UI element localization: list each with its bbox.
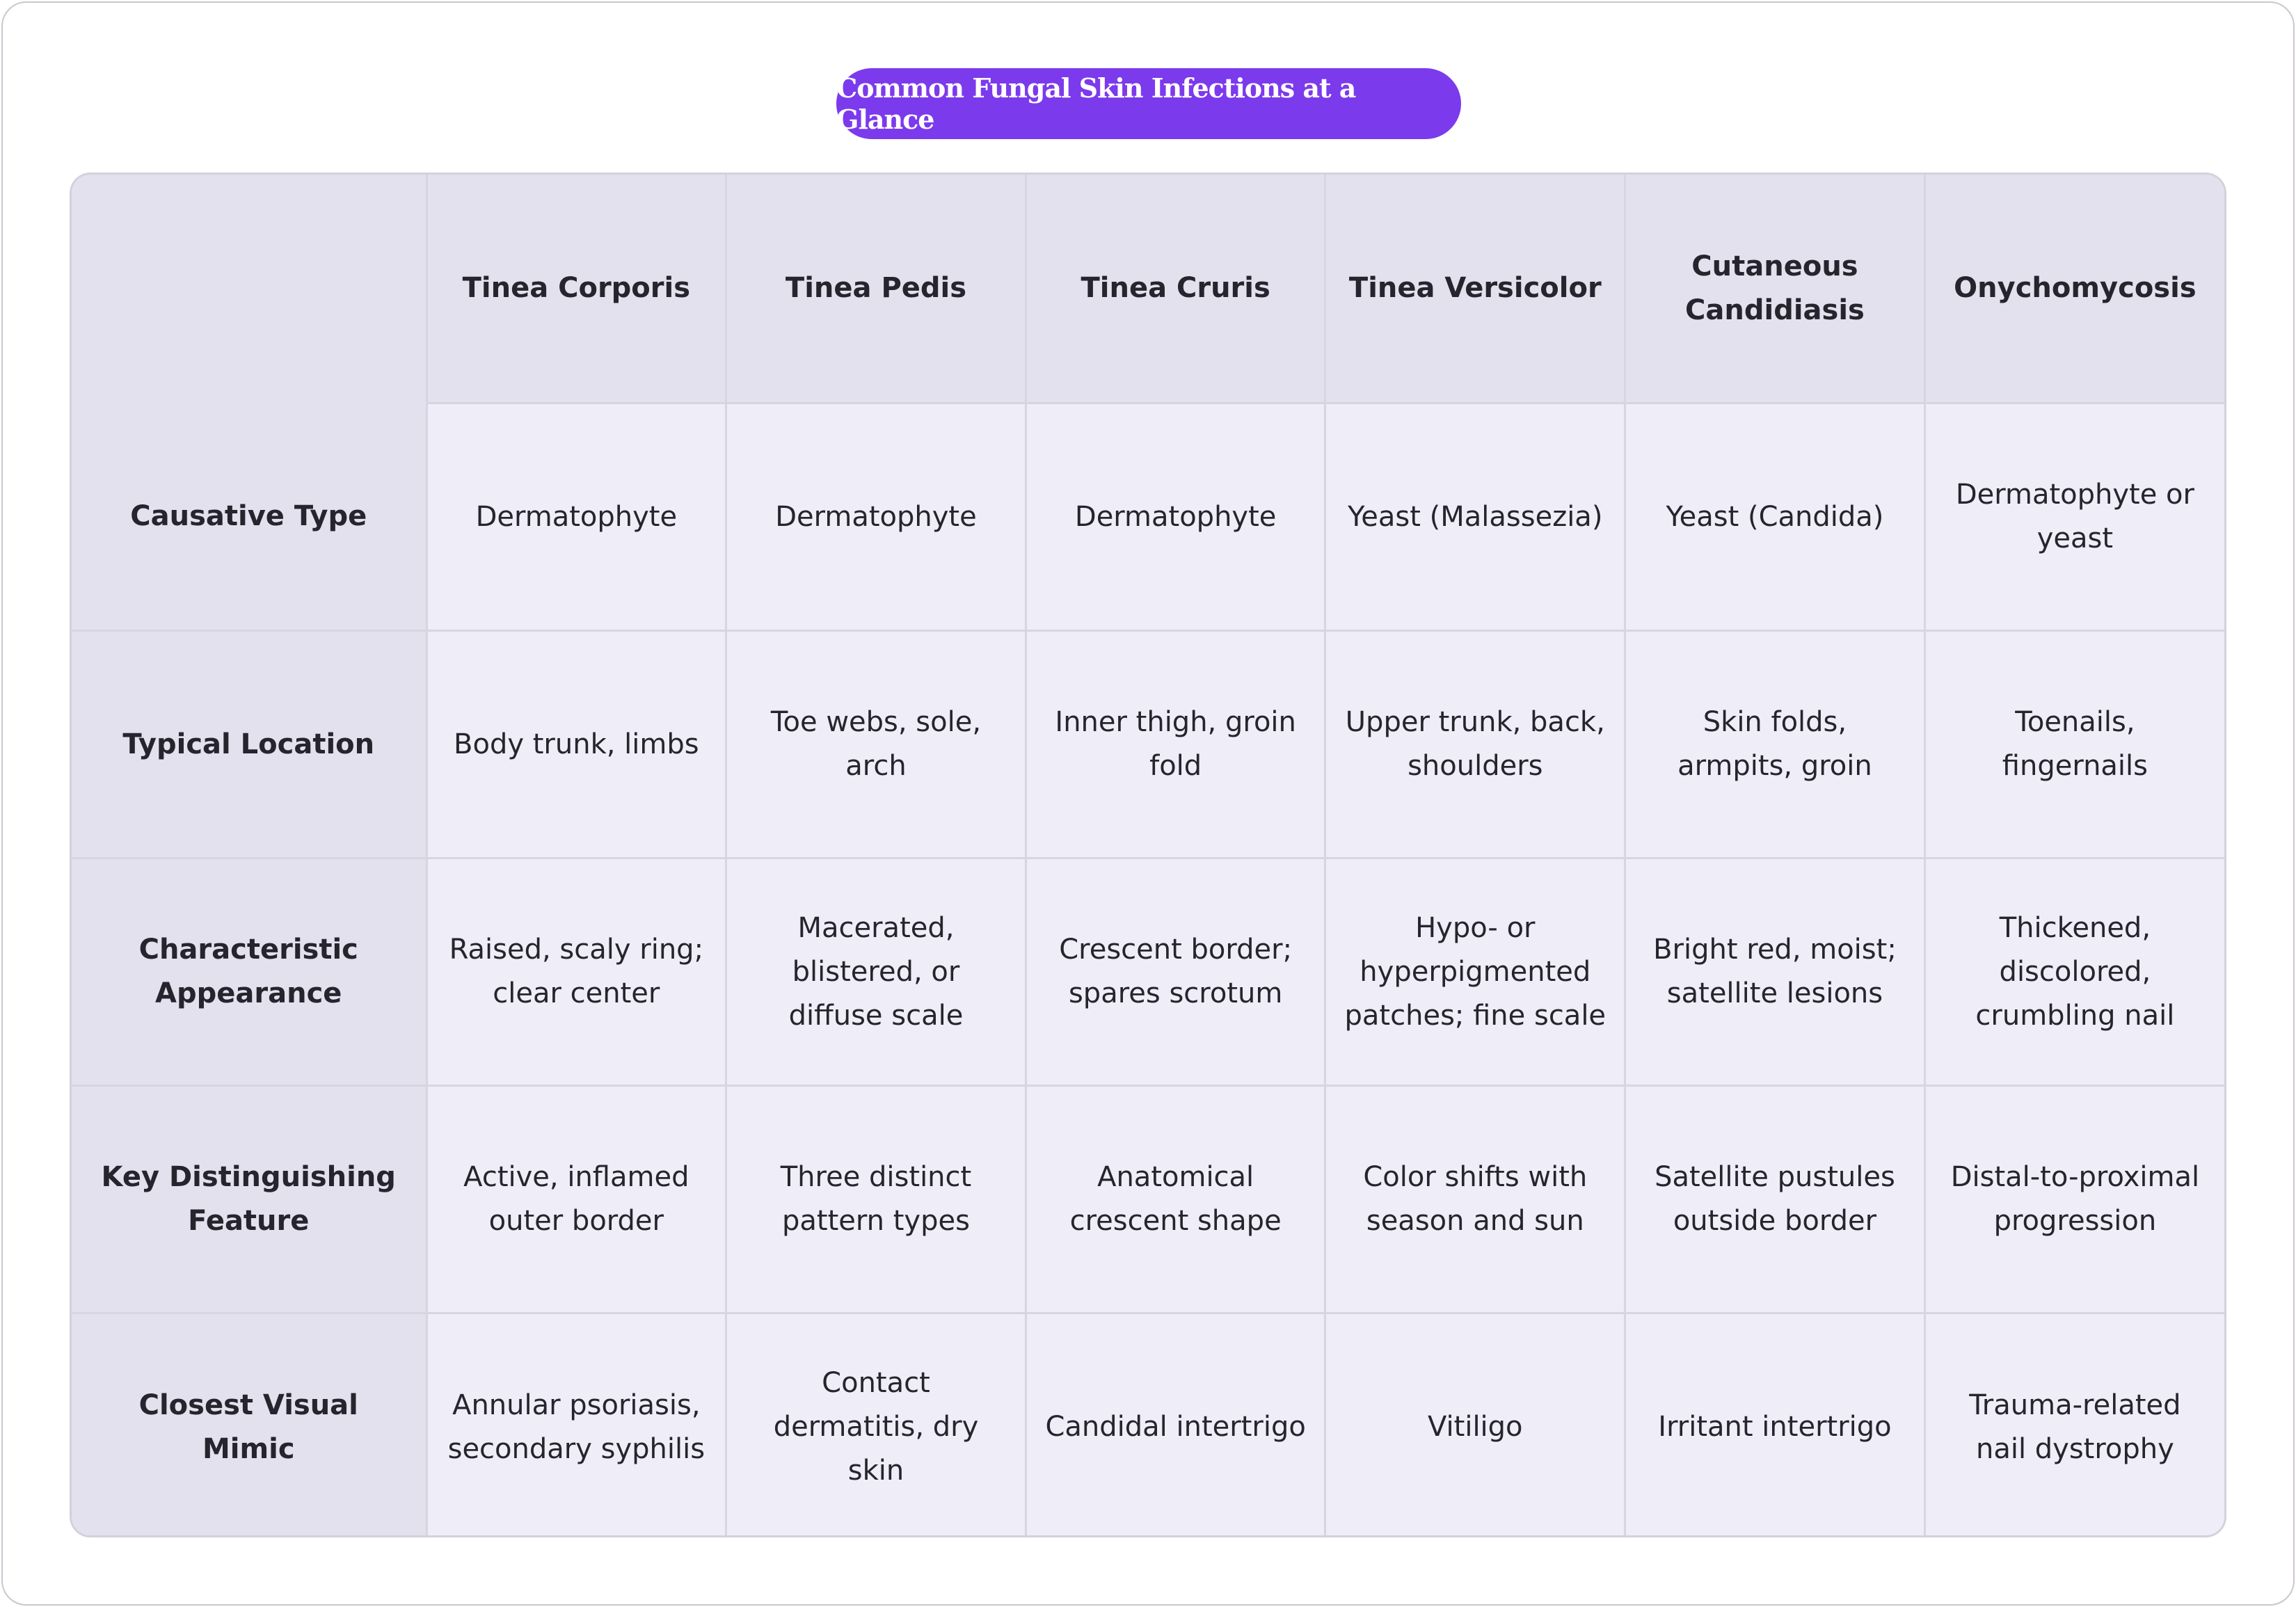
table-row: Typical Location Body trunk, limbs Toe w… (72, 630, 2224, 859)
corner-cell (72, 175, 428, 403)
table-cell: Hypo- or hyperpigmented patches; fine sc… (1324, 857, 1627, 1087)
table-cell: Dermatophyte or yeast (1923, 402, 2224, 632)
table-header-row: Tinea Corporis Tinea Pedis Tinea Cruris … (72, 175, 2224, 403)
table-cell: Vitiligo (1324, 1312, 1627, 1535)
table-cell: Raised, scaly ring; clear center (425, 857, 728, 1087)
table-cell: Body trunk, limbs (425, 630, 728, 859)
table-row: Closest Visual Mimic Annular psoriasis, … (72, 1312, 2224, 1535)
table-cell: Satellite pustules outside border (1624, 1085, 1926, 1314)
table-cell: Color shifts with season and sun (1324, 1085, 1627, 1314)
table-cell: Upper trunk, back, shoulders (1324, 630, 1627, 859)
row-header: Causative Type (72, 403, 428, 632)
page-title: Common Fungal Skin Infections at a Glanc… (836, 68, 1461, 139)
table-cell: Dermatophyte (1024, 402, 1327, 632)
table-row: Causative Type Dermatophyte Dermatophyte… (72, 402, 2224, 632)
table-cell: Bright red, moist; satellite lesions (1624, 857, 1926, 1087)
comparison-table: Tinea Corporis Tinea Pedis Tinea Cruris … (70, 173, 2226, 1537)
table-cell: Trauma-related nail dystrophy (1923, 1312, 2224, 1535)
row-header: Typical Location (72, 630, 428, 859)
column-header: Cutaneous Candidiasis (1624, 175, 1926, 403)
row-header: Closest Visual Mimic (72, 1312, 428, 1535)
table-cell: Contact dermatitis, dry skin (725, 1312, 1027, 1535)
table-cell: Macerated, blistered, or diffuse scale (725, 857, 1027, 1087)
column-header: Tinea Pedis (725, 175, 1027, 403)
table-cell: Crescent border; spares scrotum (1024, 857, 1327, 1087)
table-cell: Skin folds, armpits, groin (1624, 630, 1926, 859)
table-cell: Dermatophyte (425, 402, 728, 632)
row-header: Characteristic Appearance (72, 857, 428, 1087)
table-cell: Active, inflamed outer border (425, 1085, 728, 1314)
table-cell: Annular psoriasis, secondary syphilis (425, 1312, 728, 1535)
page-title-text: Common Fungal Skin Infections at a Glanc… (836, 72, 1356, 135)
table-cell: Candidal intertrigo (1024, 1312, 1327, 1535)
table-cell: Dermatophyte (725, 402, 1027, 632)
column-header: Tinea Versicolor (1324, 175, 1627, 403)
table-row: Key Distinguishing Feature Active, infla… (72, 1085, 2224, 1314)
row-header: Key Distinguishing Feature (72, 1085, 428, 1314)
table-cell: Irritant intertrigo (1624, 1312, 1926, 1535)
table-row: Characteristic Appearance Raised, scaly … (72, 857, 2224, 1087)
table-cell: Inner thigh, groin fold (1024, 630, 1327, 859)
column-header: Onychomycosis (1923, 175, 2224, 403)
column-header: Tinea Cruris (1024, 175, 1327, 403)
table-cell: Toe webs, sole, arch (725, 630, 1027, 859)
table-cell: Yeast (Candida) (1624, 402, 1926, 632)
table-cell: Distal-to-proximal progression (1923, 1085, 2224, 1314)
table-cell: Thickened, discolored, crumbling nail (1923, 857, 2224, 1087)
column-header: Tinea Corporis (425, 175, 728, 403)
table-cell: Anatomical crescent shape (1024, 1085, 1327, 1314)
table-cell: Three distinct pattern types (725, 1085, 1027, 1314)
table-cell: Yeast (Malassezia) (1324, 402, 1627, 632)
table-cell: Toenails, fingernails (1923, 630, 2224, 859)
